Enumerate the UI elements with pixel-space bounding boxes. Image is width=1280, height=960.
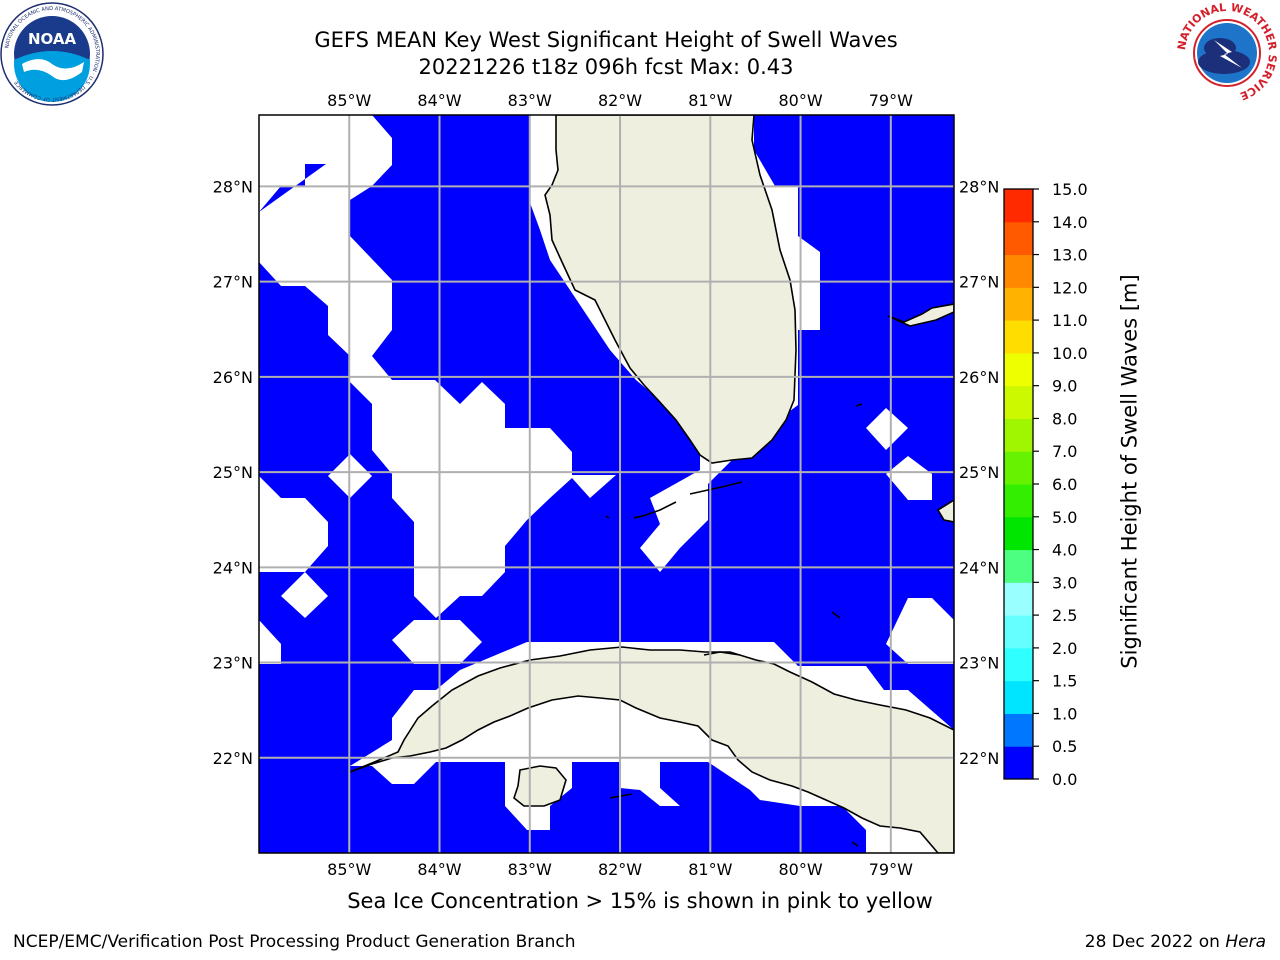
footer-date: 28 Dec 2022 on: [1084, 932, 1226, 952]
colorbar-segment: [1004, 746, 1033, 780]
colorbar-segment: [1004, 582, 1033, 616]
colorbar-tick-label: 6.0: [1052, 475, 1077, 494]
colorbar-tick-label: 1.0: [1052, 704, 1077, 723]
colorbar-tick-label: 15.0: [1052, 180, 1088, 199]
colorbar-tick-label: 0.0: [1052, 770, 1077, 789]
colorbar-tick-label: 12.0: [1052, 278, 1088, 297]
colorbar-segment: [1004, 352, 1033, 387]
lon-tick-label-top: 84°W: [417, 91, 461, 110]
chart-title-line2: 20221226 t18z 096h fcst Max: 0.43: [418, 55, 794, 79]
lat-tick-label-right: 26°N: [959, 368, 999, 387]
colorbar-segment: [1004, 418, 1033, 452]
colorbar-tick-label: 13.0: [1052, 246, 1088, 265]
lat-tick-label-left: 23°N: [213, 654, 253, 673]
colorbar-tick-label: 10.0: [1052, 344, 1088, 363]
colorbar-segment: [1004, 287, 1033, 321]
lat-tick-label-left: 27°N: [213, 273, 253, 292]
lon-tick-label-top: 79°W: [869, 91, 913, 110]
lat-tick-label-right: 24°N: [959, 558, 999, 577]
colorbar-label: Significant Height of Swell Waves [m]: [1117, 274, 1142, 669]
colorbar-tick-label: 9.0: [1052, 377, 1077, 396]
colorbar-segment: [1004, 615, 1033, 649]
colorbar-tick-label: 5.0: [1052, 508, 1077, 527]
footer-timestamp: 28 Dec 2022 on Hera: [1085, 932, 1266, 952]
noaa-logo-text: NOAA: [28, 30, 77, 48]
colorbar-segment: [1004, 484, 1033, 518]
lat-tick-label-right: 28°N: [959, 177, 999, 196]
colorbar-segment: [1004, 451, 1033, 485]
colorbar: 0.0 0.5 1.0 1.5 2.0 2.5 3.0 4.0 5.0 6.0 7.0 8.0 9.0 1…: [1003, 180, 1088, 789]
map-content: [259, 115, 954, 853]
colorbar-tick-label: 4.0: [1052, 541, 1077, 560]
colorbar-segment: [1004, 385, 1033, 419]
colorbar-segment: [1004, 320, 1033, 354]
footer-host: Hera: [1225, 932, 1266, 952]
lat-tick-label-left: 26°N: [213, 368, 253, 387]
colorbar-tick-label: 0.5: [1052, 737, 1077, 756]
bahamas-island-1: [887, 303, 954, 327]
colorbar-segment: [1004, 647, 1033, 682]
lon-tick-label-bottom: 85°W: [327, 860, 371, 879]
lon-tick-label-bottom: 80°W: [778, 860, 822, 879]
colorbar-tick-label: 1.5: [1052, 672, 1077, 691]
lat-tick-label-right: 22°N: [959, 749, 999, 768]
colorbar-segment: [1004, 516, 1033, 551]
lon-tick-label-top: 85°W: [327, 91, 371, 110]
lon-tick-label-bottom: 79°W: [869, 860, 913, 879]
sea-ice-note: Sea Ice Concentration > 15% is shown in …: [347, 889, 933, 913]
lon-tick-label-bottom: 81°W: [688, 860, 732, 879]
lat-tick-label-left: 28°N: [213, 177, 253, 196]
nws-logo: NATIONAL WEATHER SERVICE: [1175, 1, 1279, 105]
tick-labels: 85°W 85°W 84°W 84°W 83°W 83°W 82°W 82°W 81°W 81°W…: [213, 91, 1000, 879]
colorbar-tick-label: 3.0: [1052, 573, 1077, 592]
map-frame: [258, 114, 955, 854]
colorbar-tick-label: 2.5: [1052, 606, 1077, 625]
colorbar-tick-label: 14.0: [1052, 213, 1088, 232]
noaa-logo: NOAA NATIONAL OCEANIC AND ATMOSPHERIC AD…: [0, 2, 104, 106]
lat-tick-label-left: 22°N: [213, 749, 253, 768]
bahamas-island-2: [936, 499, 954, 523]
colorbar-tick-label: 11.0: [1052, 311, 1088, 330]
swell-height-field: [259, 115, 954, 853]
colorbar-segment: [1004, 680, 1033, 714]
colorbar-segment: [1004, 713, 1033, 747]
gridlines: [259, 115, 954, 853]
footer-credit: NCEP/EMC/Verification Post Processing Pr…: [13, 932, 576, 952]
colorbar-tick-label: 2.0: [1052, 639, 1077, 658]
lon-tick-label-bottom: 83°W: [508, 860, 552, 879]
lon-tick-label-top: 81°W: [688, 91, 732, 110]
lon-tick-label-bottom: 82°W: [598, 860, 642, 879]
lon-tick-label-bottom: 84°W: [417, 860, 461, 879]
colorbar-segment: [1004, 221, 1033, 256]
isla-de-la-juventud: [513, 765, 567, 807]
lat-tick-label-left: 25°N: [213, 463, 253, 482]
colorbar-segment: [1004, 549, 1033, 583]
colorbar-segment: [1004, 189, 1033, 223]
cuba-land: [349, 646, 954, 853]
lon-tick-label-top: 83°W: [508, 91, 552, 110]
lat-tick-label-right: 27°N: [959, 273, 999, 292]
lon-tick-label-top: 82°W: [598, 91, 642, 110]
chart-title-line1: GEFS MEAN Key West Significant Height of…: [314, 28, 898, 52]
lat-tick-label-right: 23°N: [959, 654, 999, 673]
lon-tick-label-top: 80°W: [778, 91, 822, 110]
lat-tick-label-left: 24°N: [213, 558, 253, 577]
colorbar-segment: [1004, 254, 1033, 288]
colorbar-tick-label: 7.0: [1052, 442, 1077, 461]
keys-layer: [605, 403, 863, 847]
colorbar-tick-label: 8.0: [1052, 409, 1077, 428]
lat-tick-label-right: 25°N: [959, 463, 999, 482]
